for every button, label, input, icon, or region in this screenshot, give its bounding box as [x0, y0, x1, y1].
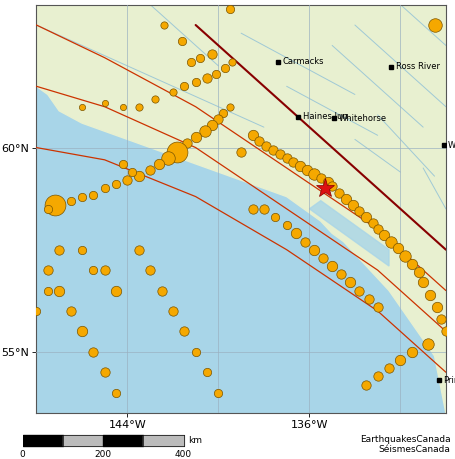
Text: Ross River: Ross River — [396, 62, 440, 71]
Text: Prince: Prince — [444, 376, 455, 385]
Text: 0: 0 — [20, 450, 25, 459]
Text: EarthquakesCanada
SéismesCanada: EarthquakesCanada SéismesCanada — [360, 435, 450, 454]
Text: Carmacks: Carmacks — [282, 57, 324, 66]
Text: Whitehorse: Whitehorse — [339, 114, 387, 123]
Text: km: km — [188, 436, 202, 445]
Text: Wa.: Wa. — [448, 140, 455, 150]
Polygon shape — [309, 201, 389, 266]
Text: 400: 400 — [175, 450, 192, 459]
Text: Haines Jun.: Haines Jun. — [303, 112, 350, 122]
Text: 200: 200 — [95, 450, 112, 459]
Polygon shape — [36, 5, 446, 413]
